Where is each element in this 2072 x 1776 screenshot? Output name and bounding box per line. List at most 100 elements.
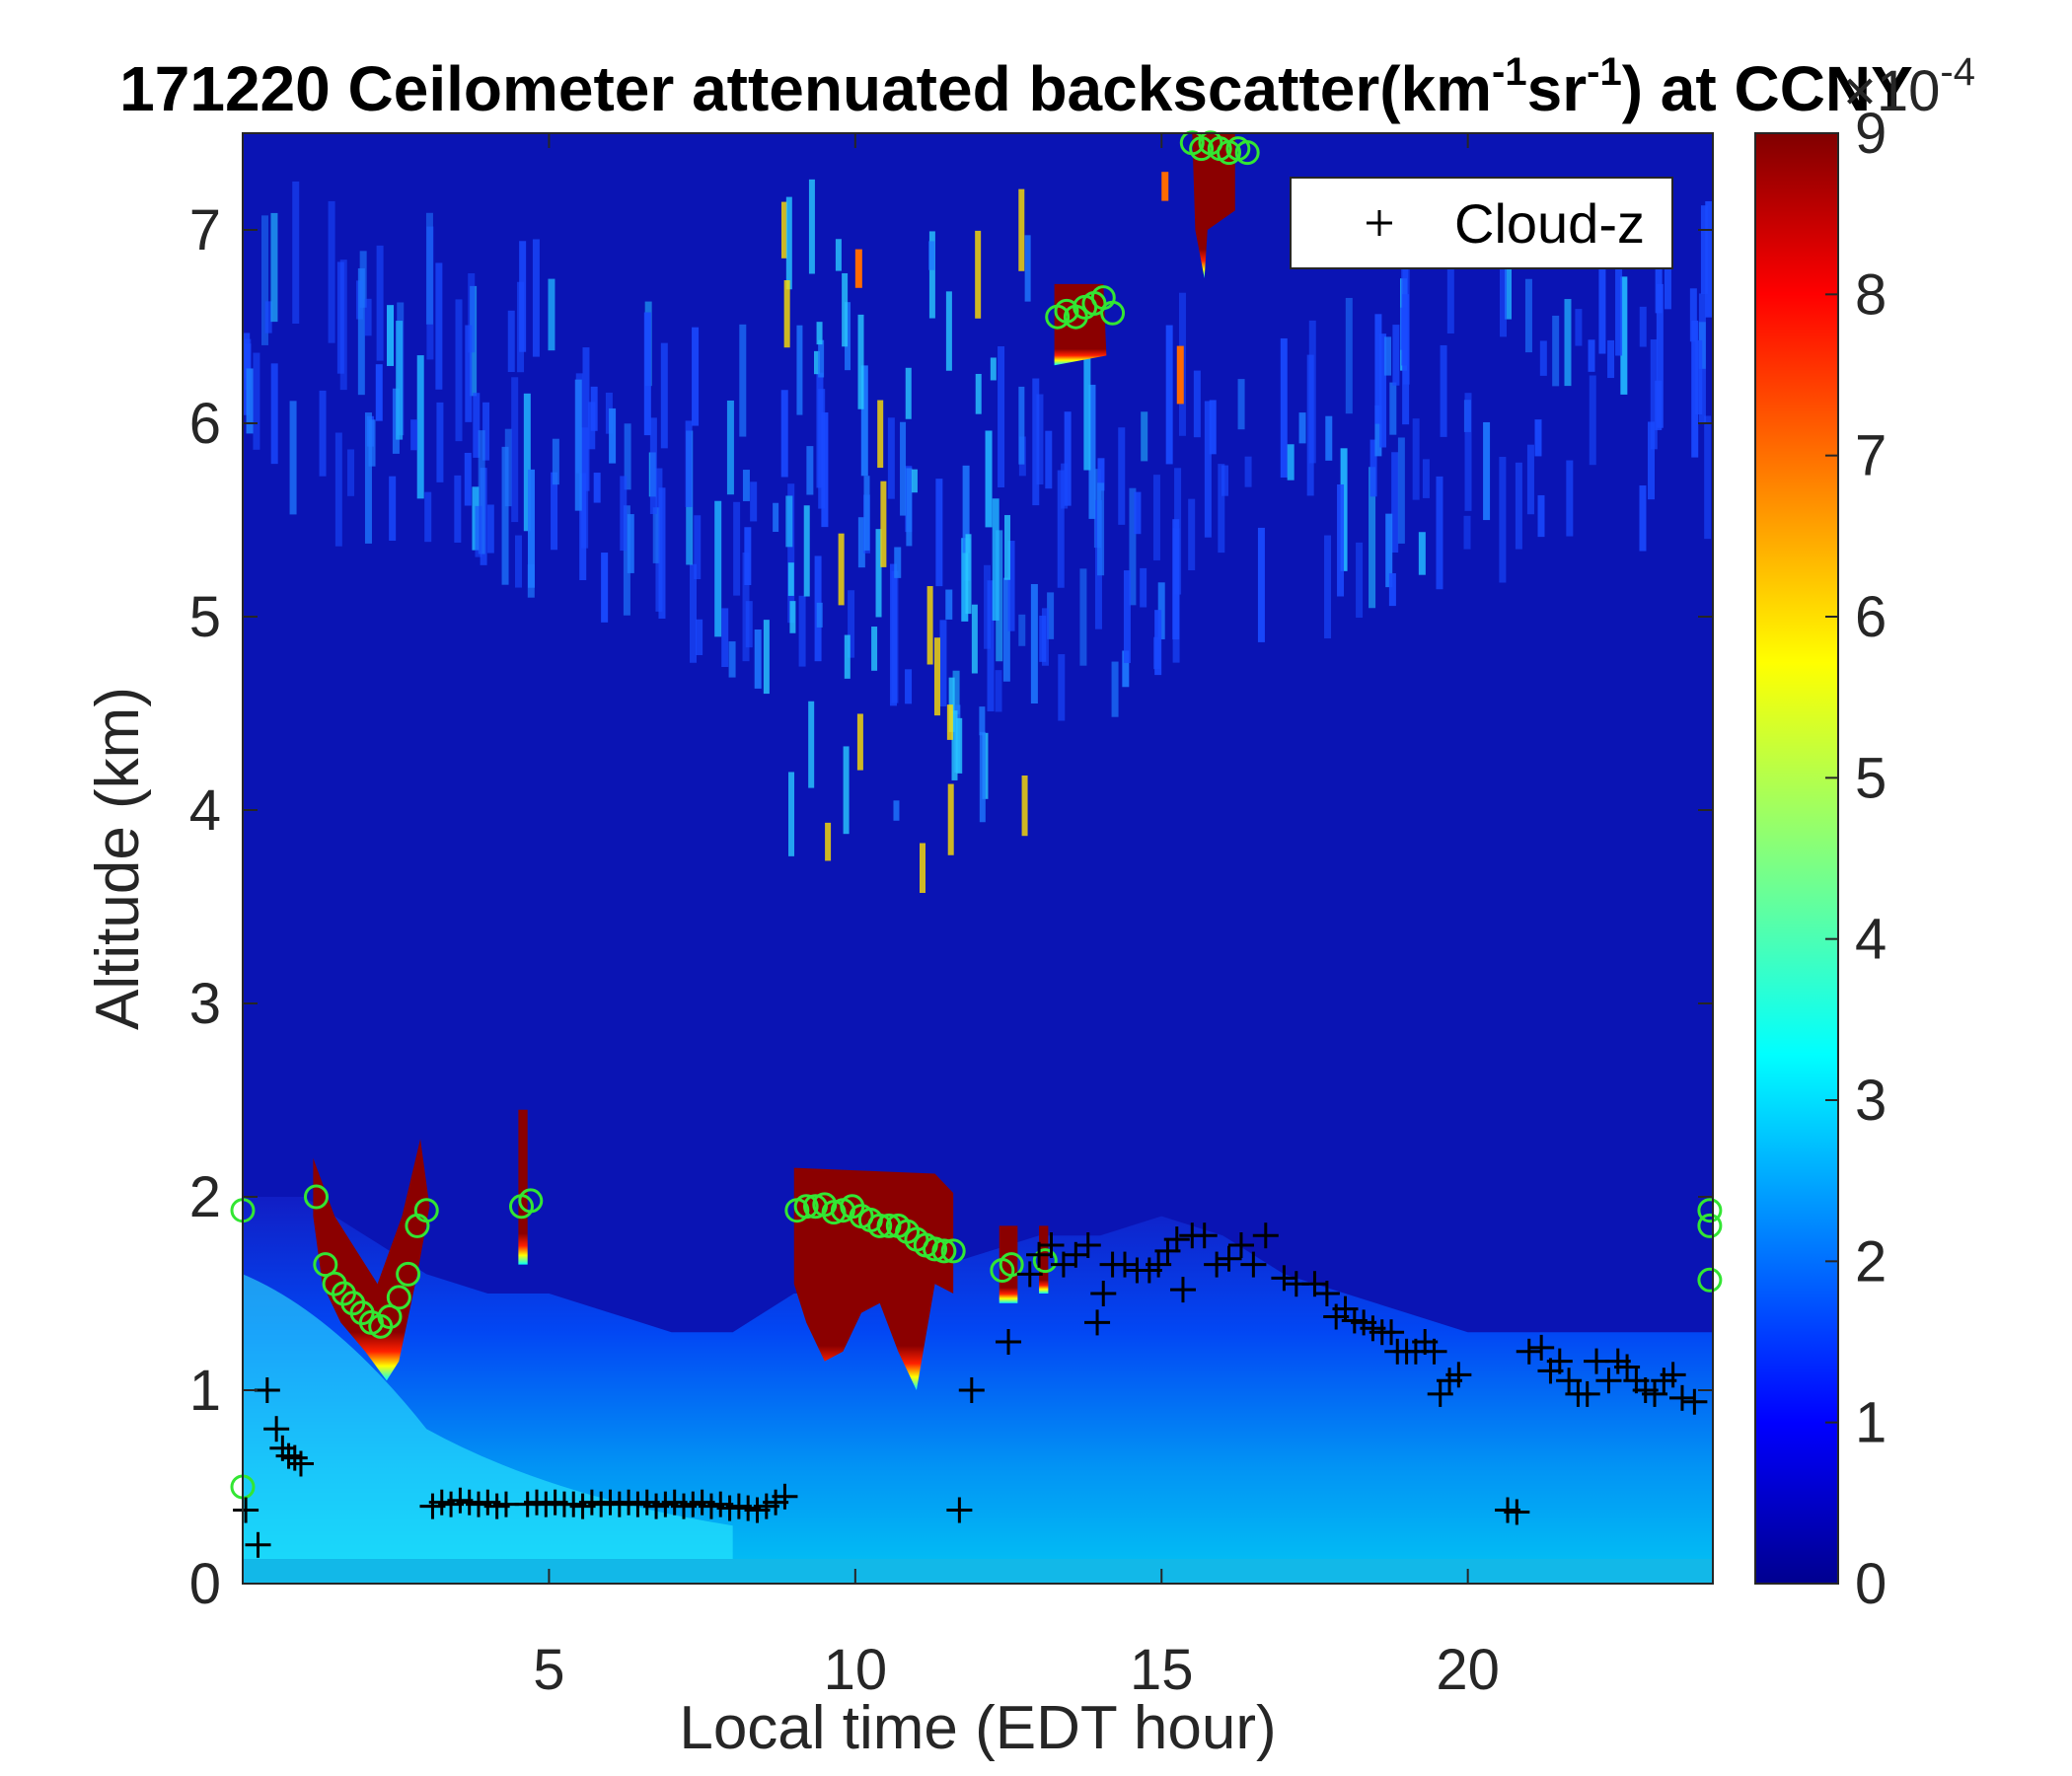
aerosol-streak bbox=[1650, 339, 1658, 450]
cloud-z-markers bbox=[233, 1222, 1708, 1558]
aerosol-streak bbox=[364, 298, 372, 336]
aerosol-streak bbox=[1695, 339, 1703, 415]
aerosol-streak bbox=[816, 322, 823, 345]
aerosol-streak bbox=[1337, 483, 1345, 597]
y-tick-label: 4 bbox=[189, 778, 221, 843]
cloud-z-marker bbox=[1169, 1277, 1196, 1303]
aerosol-streak bbox=[1325, 415, 1333, 461]
aerosol-streak bbox=[552, 438, 559, 485]
cloud-z-marker bbox=[1546, 1348, 1573, 1374]
aerosol-streak bbox=[511, 377, 519, 523]
aerosol-streak bbox=[364, 412, 372, 544]
aerosol-streak bbox=[1369, 439, 1377, 497]
aerosol-streak bbox=[887, 417, 895, 499]
aerosol-streak bbox=[1298, 412, 1306, 444]
aerosol-streak bbox=[1021, 775, 1028, 837]
aerosol-streak bbox=[1374, 314, 1382, 424]
aerosol-streak bbox=[601, 553, 609, 623]
y-tick-label: 7 bbox=[189, 198, 221, 262]
aerosol-streak bbox=[1500, 220, 1508, 337]
aerosol-streak bbox=[435, 262, 443, 390]
aerosol-streak bbox=[1257, 527, 1265, 642]
aerosol-streak bbox=[1079, 568, 1087, 666]
aerosol-streak bbox=[946, 704, 953, 740]
colorbar-ticks: 0 1 2 3 4 5 6 7 8 9 bbox=[1825, 102, 1887, 1616]
cloud-z-marker bbox=[1146, 1251, 1172, 1278]
legend: Cloud-z bbox=[1290, 177, 1673, 269]
aerosol-streak bbox=[1388, 573, 1396, 607]
colorbar-exponent-power: -4 bbox=[1940, 50, 1975, 94]
cloud-base-circle bbox=[1234, 140, 1260, 166]
aerosol-streak bbox=[783, 279, 790, 348]
aerosol-streak bbox=[1340, 448, 1348, 571]
aerosol-streak bbox=[816, 602, 823, 628]
aerosol-streak bbox=[368, 419, 376, 467]
aerosol-streak bbox=[1129, 487, 1137, 606]
aerosol-streak bbox=[1436, 476, 1443, 590]
cloud-z-marker bbox=[1313, 1281, 1340, 1306]
aerosol-streak bbox=[507, 310, 515, 373]
aerosol-streak bbox=[1539, 340, 1547, 376]
cloud-patch bbox=[518, 1109, 528, 1265]
aerosol-streak bbox=[1030, 583, 1038, 703]
aerosol-streak bbox=[985, 430, 993, 528]
aerosol-streak bbox=[848, 590, 855, 658]
aerosol-streak bbox=[787, 562, 794, 596]
aerosol-streak bbox=[1111, 661, 1119, 717]
aerosol-streak bbox=[1385, 513, 1393, 588]
aerosol-streak bbox=[945, 589, 953, 620]
aerosol-streak bbox=[1064, 411, 1072, 506]
cloud-z-marker bbox=[958, 1377, 985, 1403]
colorbar-gradient bbox=[1754, 132, 1839, 1585]
aerosol-streak bbox=[900, 421, 907, 516]
aerosol-streak bbox=[609, 407, 617, 464]
colorbar-exponent-base: ×10 bbox=[1843, 59, 1940, 123]
aerosol-streak bbox=[750, 481, 758, 522]
cloud-base-circle bbox=[940, 1238, 966, 1264]
aerosol-streak bbox=[416, 355, 424, 499]
cloud-z-marker bbox=[1574, 1380, 1600, 1407]
aerosol-streak bbox=[1061, 463, 1069, 509]
aerosol-streak bbox=[905, 367, 912, 419]
cloud-base-circle bbox=[923, 1236, 948, 1262]
cloud-base-circle bbox=[867, 1213, 893, 1238]
aerosol-streak bbox=[270, 212, 278, 323]
aerosol-streak bbox=[1045, 430, 1053, 489]
aerosol-streak bbox=[244, 343, 252, 391]
aerosol-streak bbox=[891, 570, 899, 703]
aerosol-streak bbox=[787, 483, 795, 624]
aerosol-streak bbox=[624, 423, 631, 490]
aerosol-streak bbox=[334, 432, 342, 547]
cloud-patch bbox=[999, 1225, 1018, 1303]
x-tick-label: 20 bbox=[1436, 1638, 1500, 1702]
y-tick-label: 1 bbox=[189, 1359, 221, 1423]
aerosol-streak bbox=[919, 843, 925, 893]
aerosol-streak bbox=[1018, 614, 1026, 646]
aerosol-streak bbox=[1392, 325, 1400, 386]
aerosol-streak bbox=[875, 529, 882, 618]
x-tick-label: 15 bbox=[1130, 1638, 1194, 1702]
aerosol-streak bbox=[835, 239, 842, 271]
title-mid: sr bbox=[1527, 53, 1588, 124]
aerosol-streak bbox=[1704, 415, 1712, 540]
cloud-z-marker bbox=[1090, 1281, 1117, 1306]
cloud-z-marker bbox=[1516, 1338, 1542, 1365]
aerosol-streak bbox=[780, 201, 787, 259]
cloud-z-marker bbox=[772, 1483, 798, 1510]
cloud-z-marker bbox=[1660, 1362, 1686, 1388]
aerosol-streak bbox=[620, 476, 628, 552]
title-end: ) at CCNY bbox=[1622, 53, 1913, 124]
y-tick-label: 5 bbox=[189, 585, 221, 649]
heatmap bbox=[243, 133, 1713, 1584]
cloud-z-marker bbox=[1271, 1265, 1297, 1292]
aerosol-streak bbox=[473, 393, 481, 458]
aerosol-streak bbox=[1589, 375, 1596, 466]
aerosol-streak bbox=[789, 601, 796, 633]
aerosol-streak bbox=[906, 468, 913, 547]
aerosol-streak bbox=[410, 419, 418, 451]
aerosol-streak bbox=[863, 476, 870, 551]
aerosol-streak bbox=[952, 670, 960, 714]
title-main: 171220 Ceilometer attenuated backscatter… bbox=[119, 53, 1492, 124]
aerosol-streak bbox=[1018, 188, 1025, 271]
aerosol-streak bbox=[652, 507, 660, 563]
